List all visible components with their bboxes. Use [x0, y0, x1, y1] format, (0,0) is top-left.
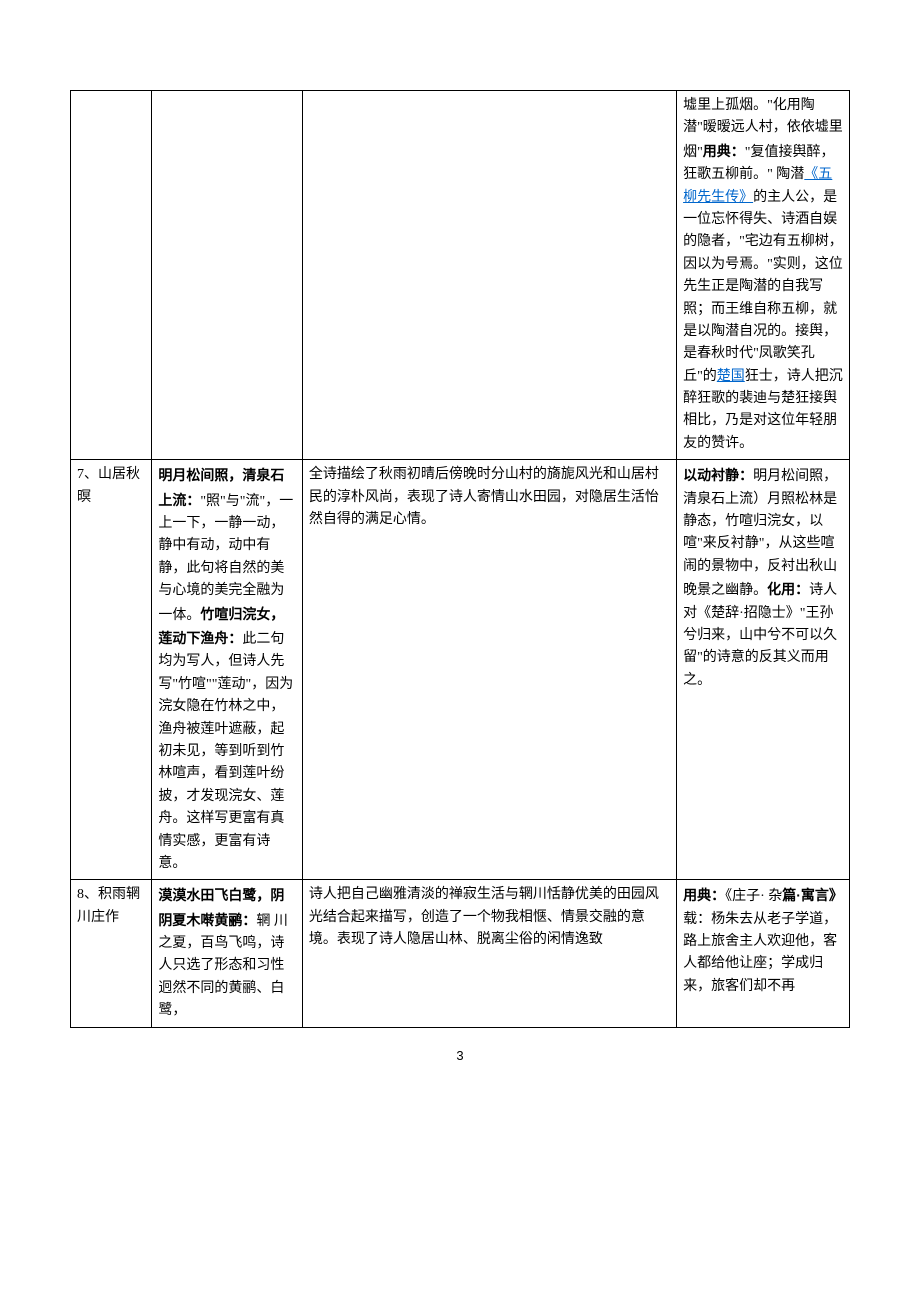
- table-row: 墟里上孤烟。"化用陶潜"暧暧远人村，依依墟里烟"用典："复值接舆醉，狂歌五柳前。…: [71, 91, 850, 460]
- page-number: 3: [70, 1048, 850, 1063]
- cell-lines: 明月松间照，清泉石上流："照"与"流"，一上一下，一静一动，静中有动，动中有静，…: [152, 460, 303, 880]
- cell-analysis: 全诗描绘了秋雨初晴后傍晚时分山村的旖旎风光和山居村民的淳朴风尚，表现了诗人寄情山…: [302, 460, 676, 880]
- cell-lines: 漠漠水田飞白鹭，阴阴夏木啭黄鹂：辋 川之夏，百鸟飞鸣，诗人只选了形态和习性迥然不…: [152, 880, 303, 1027]
- cell-title: [71, 91, 152, 460]
- cell-analysis: 诗人把自己幽雅清淡的禅寂生活与辋川恬静优美的田园风光结合起来描写，创造了一个物我…: [302, 880, 676, 1027]
- cell-title: 8、积雨辋川庄作: [71, 880, 152, 1027]
- cell-technique: 墟里上孤烟。"化用陶潜"暧暧远人村，依依墟里烟"用典："复值接舆醉，狂歌五柳前。…: [677, 91, 850, 460]
- cell-technique: 用典：《庄子· 杂篇·寓言》载：杨朱去从老子学道，路上旅舍主人欢迎他，客人都给他…: [677, 880, 850, 1027]
- cell-title: 7、山居秋暝: [71, 460, 152, 880]
- table-row: 7、山居秋暝明月松间照，清泉石上流："照"与"流"，一上一下，一静一动，静中有动…: [71, 460, 850, 880]
- cell-lines: [152, 91, 303, 460]
- cell-analysis: [302, 91, 676, 460]
- cell-technique: 以动衬静：明月松间照，清泉石上流）月照松林是静态，竹喧归浣女，以喧"来反衬静"，…: [677, 460, 850, 880]
- table-row: 8、积雨辋川庄作漠漠水田飞白鹭，阴阴夏木啭黄鹂：辋 川之夏，百鸟飞鸣，诗人只选了…: [71, 880, 850, 1027]
- document-table: 墟里上孤烟。"化用陶潜"暧暧远人村，依依墟里烟"用典："复值接舆醉，狂歌五柳前。…: [70, 90, 850, 1028]
